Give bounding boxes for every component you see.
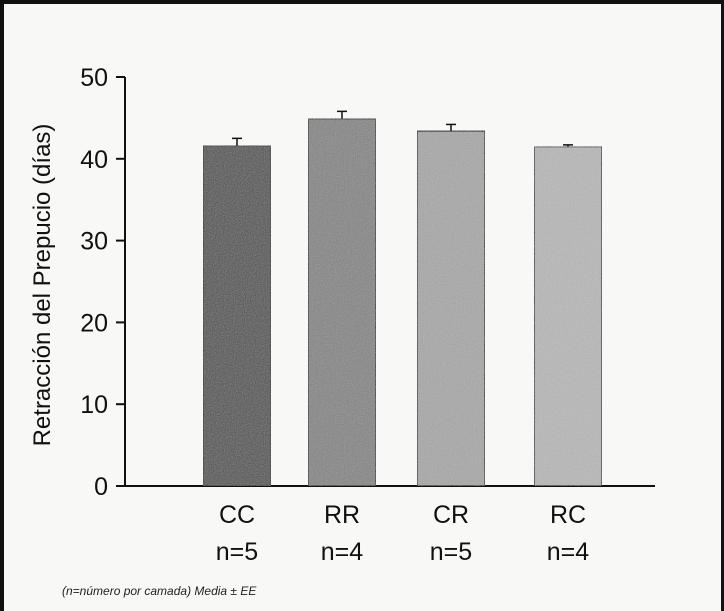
x-category-label: RC — [550, 501, 586, 529]
y-tick-label: 50 — [80, 64, 108, 92]
labels: 0 10 20 30 40 50 CC n=5 RR n=4 CR n=5 RC n=4 — [80, 64, 589, 566]
footnote: (n=número por camada) Media ± EE — [62, 584, 257, 598]
y-tick-label: 20 — [80, 309, 108, 337]
x-sample-size-label: n=5 — [216, 538, 258, 566]
bars — [202, 110, 603, 487]
y-tick-label: 30 — [80, 228, 108, 256]
y-tick-label: 0 — [94, 473, 108, 501]
x-sample-size-label: n=4 — [321, 538, 364, 566]
y-tick-label: 10 — [80, 391, 108, 419]
y-axis-title: Retracción del Prepucio (días) — [29, 124, 56, 447]
x-sample-size-label: n=5 — [430, 538, 472, 566]
bar-cc — [202, 144, 272, 487]
bar-rc — [533, 145, 603, 487]
x-category-label: CR — [433, 501, 469, 529]
x-category-label: CC — [219, 501, 255, 529]
x-category-label: RR — [324, 501, 360, 529]
y-tick-label: 40 — [80, 146, 108, 174]
x-sample-size-label: n=4 — [547, 538, 590, 566]
bar-cr — [416, 130, 486, 487]
bar-rr — [307, 117, 377, 487]
